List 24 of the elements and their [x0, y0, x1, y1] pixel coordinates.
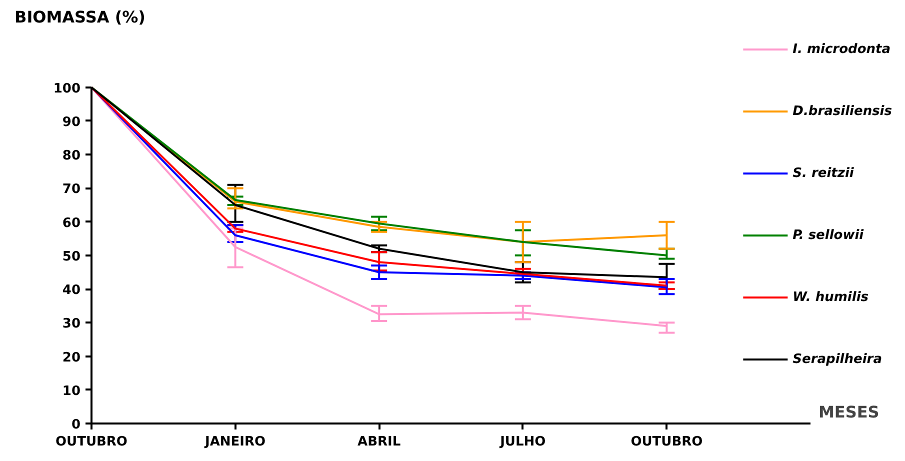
- y-tick-label: 80: [62, 148, 81, 164]
- y-tick-label: 50: [62, 249, 81, 264]
- y-tick-label: 10: [62, 384, 81, 399]
- y-tick-label: 20: [62, 350, 81, 366]
- x-axis-title: MESES: [818, 402, 880, 422]
- legend-label: P. sellowii: [792, 228, 864, 242]
- legend-label: W. humilis: [792, 290, 869, 304]
- x-tick-label: OUTUBRO: [56, 434, 128, 450]
- legend-label: S. reitzii: [792, 166, 854, 180]
- y-tick-label: 40: [62, 283, 81, 298]
- y-axis-title: BIOMASSA (%): [14, 8, 146, 26]
- x-tick-label: JULHO: [499, 434, 546, 450]
- legend-label: Serapilheira: [792, 352, 882, 366]
- y-tick-label: 30: [62, 316, 81, 332]
- legend-label: D.brasiliensis: [792, 104, 892, 118]
- x-tick-label: ABRIL: [358, 434, 401, 450]
- x-tick-label: OUTUBRO: [630, 434, 703, 450]
- x-tick-label: JANEIRO: [204, 434, 266, 450]
- y-tick-label: 90: [62, 114, 81, 130]
- legend-label: I. microdonta: [792, 42, 891, 56]
- y-tick-label: 70: [62, 182, 81, 198]
- y-tick-label: 60: [62, 216, 81, 231]
- y-tick-label: 0: [71, 418, 80, 432]
- y-tick-label: 100: [53, 81, 81, 96]
